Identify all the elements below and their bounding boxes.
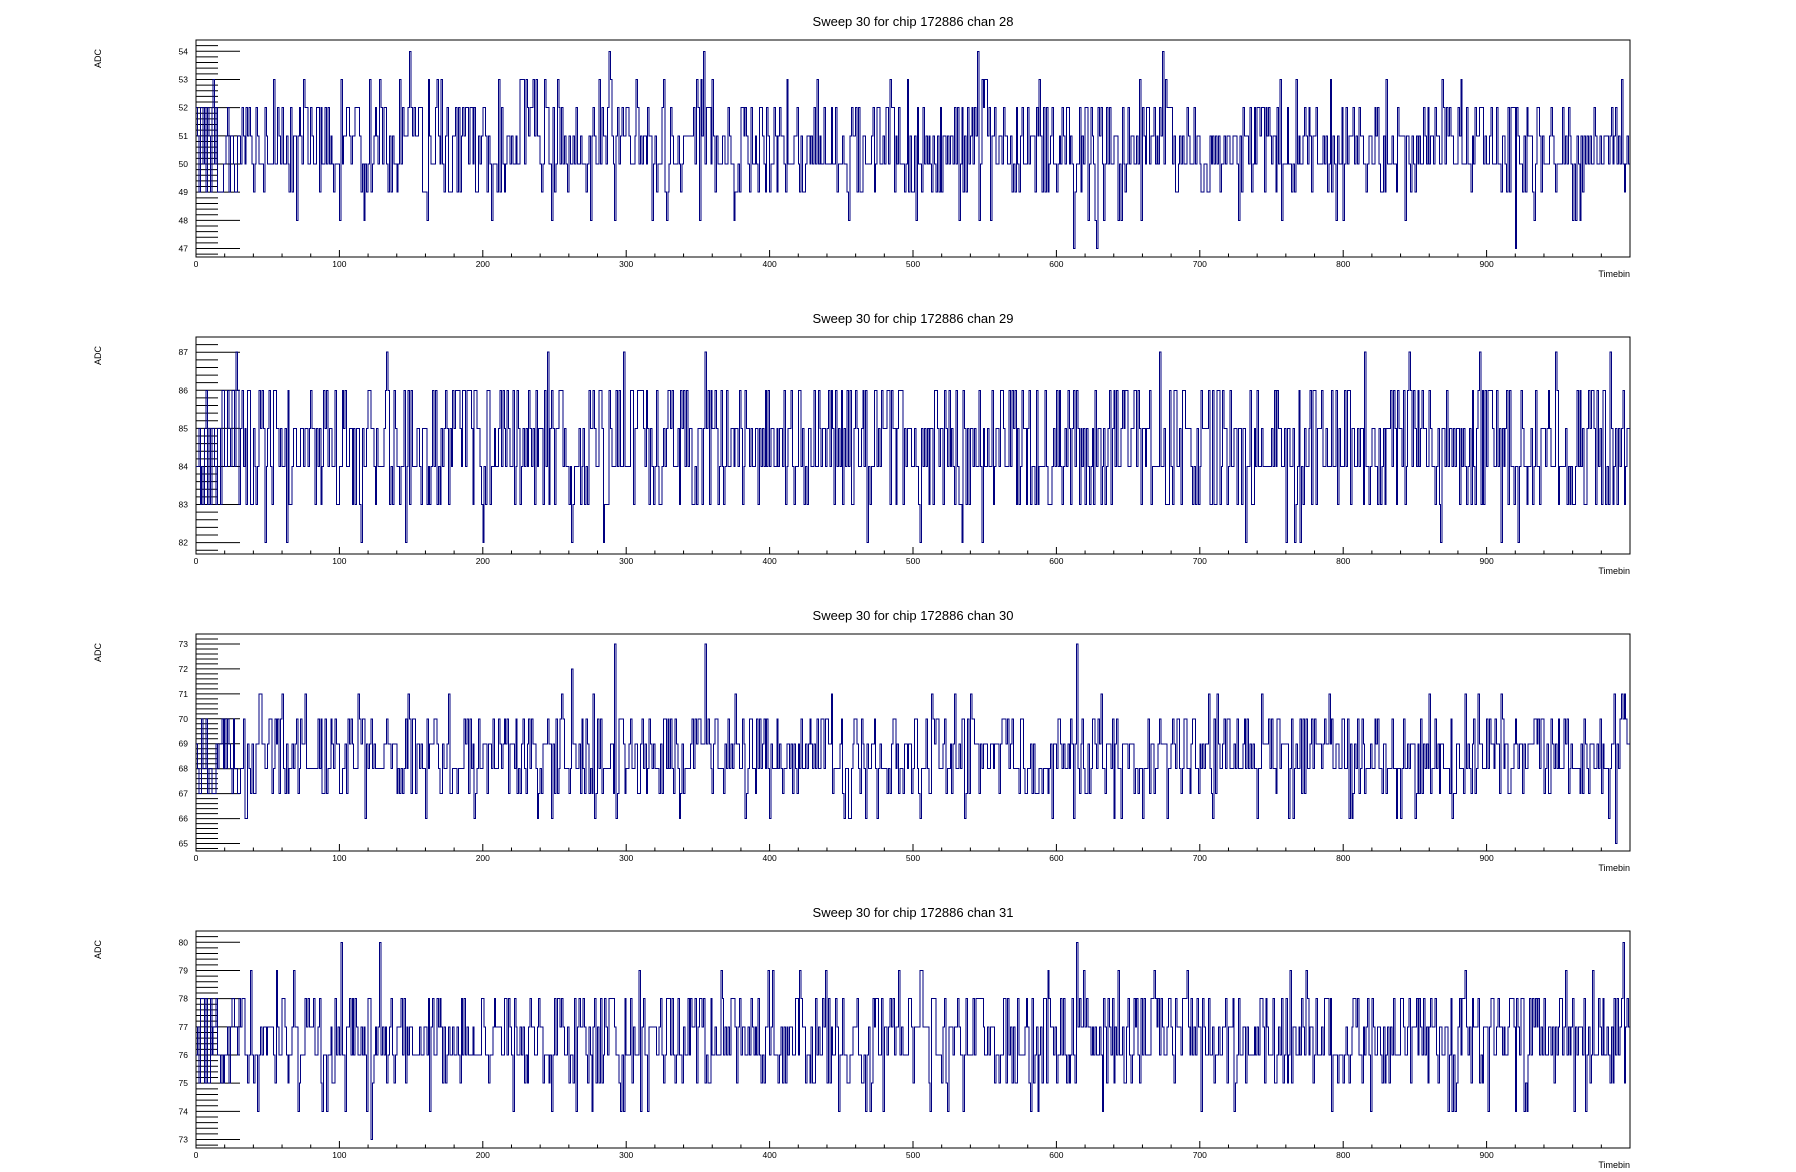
y-tick-label: 74 [179,1106,189,1116]
y-tick-label: 82 [179,538,189,548]
y-tick-label: 68 [179,764,189,774]
series-line [196,643,1630,845]
x-tick-label: 200 [476,1150,490,1160]
y-tick-label: 67 [179,789,189,799]
x-tick-label: 700 [1193,853,1207,863]
x-tick-label: 0 [194,259,199,269]
series-line [196,351,1630,544]
y-tick-label: 52 [179,103,189,113]
y-tick-label: 47 [179,244,189,254]
x-tick-label: 300 [619,1150,633,1160]
y-tick-label: 73 [179,1135,189,1145]
panel-title: Sweep 30 for chip 172886 chan 28 [813,14,1014,29]
x-tick-label: 400 [763,556,777,566]
y-tick-label: 75 [179,1078,189,1088]
x-tick-label: 0 [194,853,199,863]
y-tick-label: 80 [179,937,189,947]
x-tick-label: 100 [332,556,346,566]
x-tick-label: 600 [1049,259,1063,269]
x-tick-label: 900 [1480,556,1494,566]
x-tick-label: 100 [332,259,346,269]
y-tick-label: 53 [179,74,189,84]
y-tick-label: 76 [179,1050,189,1060]
y-tick-label: 78 [179,994,189,1004]
y-tick-label: 66 [179,814,189,824]
panel-title: Sweep 30 for chip 172886 chan 30 [813,608,1014,623]
y-tick-label: 79 [179,965,189,975]
x-tick-label: 800 [1336,259,1350,269]
x-tick-label: 300 [619,556,633,566]
x-ticks: 0 100 200 300 400 500 600 700 800 900 [194,250,1602,269]
x-axis-label: Timebin [1598,863,1630,873]
x-tick-label: 500 [906,259,920,269]
y-tick-label: 87 [179,347,189,357]
series-line [196,50,1630,250]
y-axis-label: ADC [93,643,103,663]
x-tick-label: 800 [1336,853,1350,863]
y-ticks: 73 74 75 76 77 78 79 80 [179,936,240,1146]
x-tick-label: 400 [763,1150,777,1160]
x-tick-label: 700 [1193,259,1207,269]
panel-chan-28: Sweep 30 for chip 172886 chan 28 ADC Tim… [93,14,1631,279]
y-tick-label: 50 [179,159,189,169]
y-tick-label: 70 [179,714,189,724]
x-tick-label: 400 [763,853,777,863]
x-axis-label: Timebin [1598,1160,1630,1170]
y-tick-label: 86 [179,385,189,395]
y-tick-label: 48 [179,215,189,225]
panel-chan-31: Sweep 30 for chip 172886 chan 31 ADC Tim… [93,905,1631,1170]
panel-title: Sweep 30 for chip 172886 chan 31 [813,905,1014,920]
y-axis-label: ADC [93,49,103,69]
y-tick-label: 54 [179,46,189,56]
panel-chan-29: Sweep 30 for chip 172886 chan 29 ADC Tim… [93,311,1631,576]
x-tick-label: 200 [476,853,490,863]
x-tick-label: 200 [476,556,490,566]
x-tick-label: 800 [1336,1150,1350,1160]
x-tick-label: 600 [1049,1150,1063,1160]
y-axis-label: ADC [93,940,103,960]
x-tick-label: 200 [476,259,490,269]
y-tick-label: 65 [179,839,189,849]
y-tick-label: 69 [179,739,189,749]
x-tick-label: 700 [1193,1150,1207,1160]
x-tick-label: 100 [332,853,346,863]
x-tick-label: 900 [1480,1150,1494,1160]
y-tick-label: 84 [179,461,189,471]
x-tick-label: 400 [763,259,777,269]
series-line [196,941,1630,1141]
x-axis-label: Timebin [1598,566,1630,576]
x-tick-label: 500 [906,853,920,863]
panel-chan-30: Sweep 30 for chip 172886 chan 30 ADC Tim… [93,608,1631,873]
y-tick-label: 51 [179,131,189,141]
y-tick-label: 77 [179,1022,189,1032]
x-tick-label: 300 [619,853,633,863]
x-tick-label: 800 [1336,556,1350,566]
x-tick-label: 900 [1480,853,1494,863]
y-tick-label: 72 [179,664,189,674]
x-tick-label: 0 [194,1150,199,1160]
y-tick-label: 85 [179,423,189,433]
y-tick-label: 83 [179,500,189,510]
x-ticks: 0 100 200 300 400 500 600 700 800 900 [194,844,1602,863]
y-axis-label: ADC [93,346,103,366]
x-tick-label: 0 [194,556,199,566]
x-tick-label: 100 [332,1150,346,1160]
y-tick-label: 73 [179,639,189,649]
x-tick-label: 500 [906,556,920,566]
panel-title: Sweep 30 for chip 172886 chan 29 [813,311,1014,326]
x-ticks: 0 100 200 300 400 500 600 700 800 900 [194,1141,1602,1160]
x-tick-label: 600 [1049,853,1063,863]
x-axis-label: Timebin [1598,269,1630,279]
y-tick-label: 71 [179,689,189,699]
y-tick-label: 49 [179,187,189,197]
x-tick-label: 900 [1480,259,1494,269]
x-tick-label: 700 [1193,556,1207,566]
x-ticks: 0 100 200 300 400 500 600 700 800 900 [194,547,1602,566]
x-tick-label: 300 [619,259,633,269]
x-tick-label: 500 [906,1150,920,1160]
x-tick-label: 600 [1049,556,1063,566]
